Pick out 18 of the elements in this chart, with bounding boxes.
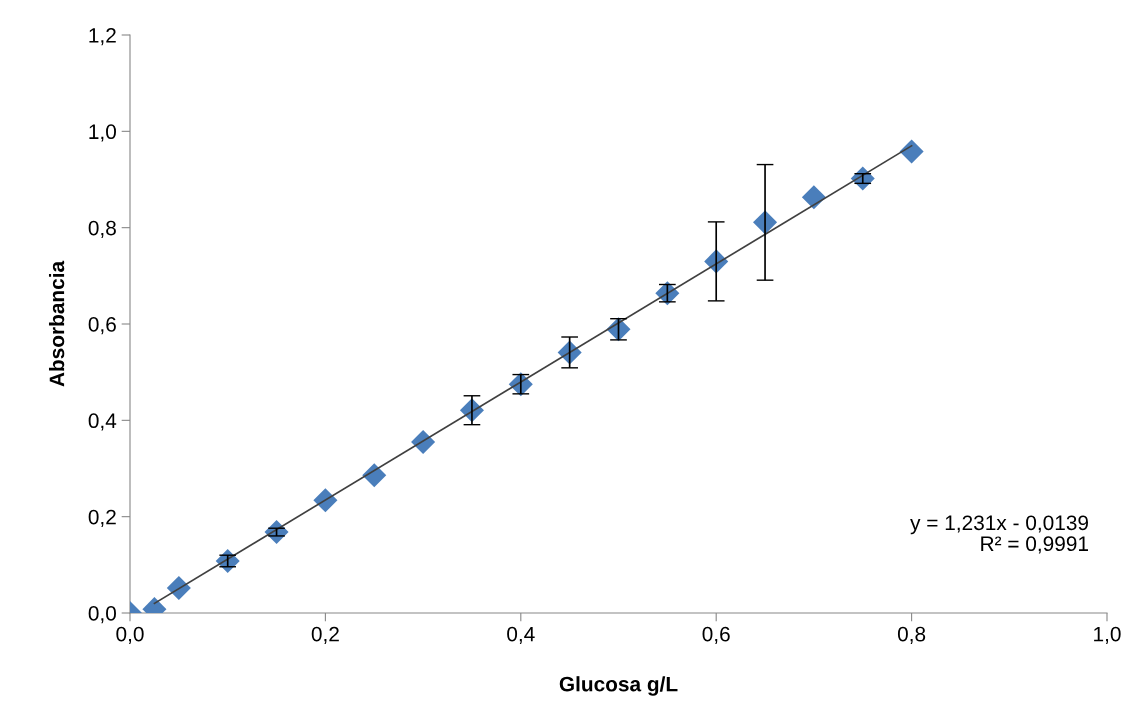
x-tick-label: 0,2 xyxy=(311,626,339,644)
x-tick-label: 1,0 xyxy=(1094,626,1121,644)
x-tick-label: 0,0 xyxy=(116,626,144,644)
x-axis-title: Glucosa g/L xyxy=(559,676,678,696)
x-tick-label: 0,4 xyxy=(507,626,535,644)
y-tick-label: 0,4 xyxy=(88,413,117,431)
annotation: y = 1,231x - 0,0139 R² = 0,9991 xyxy=(910,515,1089,554)
point xyxy=(362,463,387,488)
y-tick-label: 0,6 xyxy=(88,317,116,335)
y-tick-label: 1,0 xyxy=(89,124,116,142)
x-tick-label: 0,8 xyxy=(897,626,926,644)
y-tick-label: 0,2 xyxy=(88,509,116,527)
point xyxy=(899,139,924,164)
y-tick-label: 0,0 xyxy=(88,606,116,624)
y-tick-label: 0,8 xyxy=(88,220,116,238)
y-tick-label: 1,2 xyxy=(89,28,116,46)
x-tick-label: 0,6 xyxy=(702,626,730,644)
y-axis-title: Absorbancia xyxy=(48,260,65,387)
